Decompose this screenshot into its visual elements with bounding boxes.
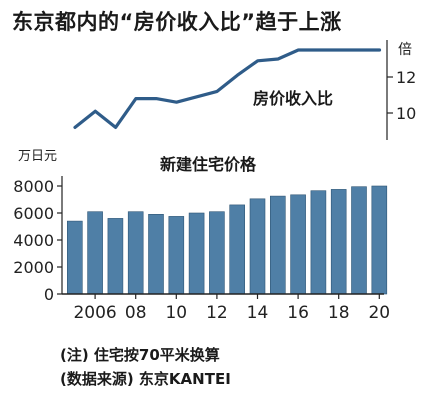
price-bar — [310, 190, 327, 295]
ratio-line-chart: 倍 12 10 房价收入比 — [73, 40, 416, 140]
price-chart-title: 新建住宅价格 — [160, 155, 257, 174]
price-bar — [188, 212, 205, 295]
price-bar — [87, 211, 103, 295]
price-bar — [107, 218, 124, 295]
ratio-unit-label: 倍 — [398, 42, 412, 58]
source-note: (数据来源) 东京KANTEI — [60, 370, 231, 388]
price-bar — [269, 195, 286, 295]
price-x-tick-label: 12 — [206, 303, 228, 323]
price-x-tick-label: 08 — [125, 303, 147, 323]
price-bar — [351, 186, 367, 295]
footnote: (注) 住宅按70平米换算 — [60, 346, 220, 364]
price-x-tick-label: 20 — [368, 303, 390, 323]
price-bar — [209, 211, 225, 295]
price-bar-chart: 万日元 新建住宅价格 8000 6000 4000 2000 0 2006 08 10 12 14 16… — [13, 149, 390, 323]
price-x-tick-label: 18 — [328, 303, 350, 323]
price-x-tick-label: 14 — [247, 303, 269, 323]
price-unit-label: 万日元 — [18, 149, 57, 164]
ratio-series-line — [73, 48, 382, 130]
price-bar — [371, 185, 388, 295]
price-y-tick-label: 8000 — [13, 177, 54, 196]
price-y-tick-label: 4000 — [13, 231, 54, 250]
ratio-series-label: 房价收入比 — [253, 89, 333, 108]
price-bar — [290, 194, 306, 295]
price-bar — [127, 211, 144, 295]
chart-title: 东京都内的“房价收入比”趋于上涨 — [12, 10, 342, 34]
ratio-y-tick-label: 12 — [396, 68, 416, 87]
ratio-y-tick-label: 10 — [396, 104, 416, 123]
price-x-tick-label: 10 — [165, 303, 187, 323]
price-y-tick-label: 6000 — [13, 204, 54, 223]
price-bar — [330, 189, 347, 295]
price-bar — [67, 220, 83, 295]
price-x-tick-label: 2006 — [73, 303, 116, 323]
price-x-tick-label: 16 — [287, 303, 309, 323]
price-bar — [168, 216, 185, 295]
price-bar — [249, 198, 266, 295]
price-bar — [229, 204, 245, 295]
price-y-tick-label: 2000 — [13, 258, 54, 277]
price-bar — [148, 214, 164, 295]
price-y-tick-label: 0 — [44, 285, 54, 304]
